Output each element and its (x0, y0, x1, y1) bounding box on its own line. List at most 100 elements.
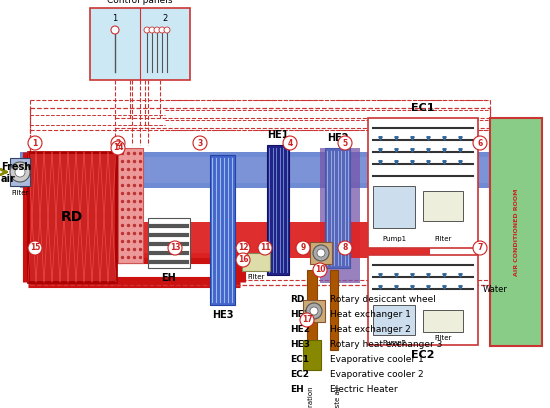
Text: Filter: Filter (12, 190, 29, 196)
Text: Rotary heat exchanger 3: Rotary heat exchanger 3 (330, 340, 442, 349)
Text: Control panels: Control panels (107, 0, 173, 5)
Text: HE2: HE2 (290, 325, 310, 334)
Text: HE3: HE3 (212, 310, 233, 320)
Circle shape (168, 241, 182, 255)
Circle shape (28, 241, 42, 255)
Text: Pump2: Pump2 (382, 340, 406, 346)
Text: 10: 10 (315, 266, 325, 275)
Bar (373, 305, 415, 335)
Bar (28, 152, 116, 282)
Text: 5: 5 (343, 138, 348, 148)
Circle shape (111, 136, 125, 150)
Text: 2: 2 (162, 14, 168, 23)
Bar (210, 155, 235, 305)
Text: 9: 9 (300, 244, 306, 253)
Bar (10, 158, 30, 186)
Circle shape (473, 136, 487, 150)
Bar (490, 118, 542, 346)
Circle shape (159, 27, 165, 33)
Circle shape (338, 136, 352, 150)
Text: 13: 13 (170, 244, 180, 253)
Circle shape (149, 27, 155, 33)
Text: 4: 4 (287, 138, 293, 148)
Text: Rotary desiccant wheel: Rotary desiccant wheel (330, 295, 436, 304)
Bar (423, 191, 463, 221)
Text: Waste air: Waste air (335, 385, 341, 408)
Text: 8: 8 (342, 244, 348, 253)
Text: Fresh
air: Fresh air (1, 162, 31, 184)
Bar (118, 148, 143, 263)
Bar (148, 218, 190, 268)
Circle shape (283, 136, 297, 150)
Circle shape (193, 136, 207, 150)
Text: Water: Water (483, 286, 508, 295)
Text: EC2: EC2 (411, 350, 434, 360)
Text: 6: 6 (477, 138, 483, 148)
Circle shape (236, 241, 250, 255)
Bar (303, 340, 321, 370)
Text: 7: 7 (477, 244, 483, 253)
Circle shape (236, 253, 250, 267)
Bar (303, 300, 325, 322)
Circle shape (28, 136, 42, 150)
Circle shape (296, 241, 310, 255)
Bar (368, 255, 478, 345)
Circle shape (313, 245, 329, 261)
Bar (330, 270, 338, 350)
Circle shape (338, 241, 352, 255)
Circle shape (317, 249, 325, 257)
Text: HE1: HE1 (267, 130, 289, 140)
Text: Filter: Filter (434, 236, 452, 242)
Text: 17: 17 (302, 315, 312, 324)
Bar (267, 145, 289, 275)
Circle shape (111, 26, 119, 34)
Text: 2: 2 (116, 138, 120, 148)
Circle shape (473, 241, 487, 255)
Text: EC1: EC1 (411, 103, 434, 113)
Bar (28, 222, 430, 258)
Text: Pump1: Pump1 (382, 236, 406, 242)
Circle shape (154, 27, 160, 33)
Text: EH: EH (162, 273, 177, 283)
Text: HE2: HE2 (327, 133, 348, 143)
Bar (25, 157, 495, 183)
Circle shape (306, 303, 322, 319)
Text: 3: 3 (197, 138, 202, 148)
Text: 16: 16 (238, 255, 248, 264)
Text: RD: RD (61, 210, 83, 224)
Text: Regeneration
air: Regeneration air (307, 385, 320, 408)
Circle shape (15, 167, 25, 177)
Text: RD: RD (290, 295, 304, 304)
Bar (310, 242, 332, 264)
Text: 1: 1 (112, 14, 118, 23)
Circle shape (164, 27, 170, 33)
Circle shape (310, 307, 318, 315)
Bar (325, 148, 350, 268)
Text: 1: 1 (32, 138, 37, 148)
Bar (20, 152, 500, 188)
Text: Electric Heater: Electric Heater (330, 385, 398, 394)
Text: HE1: HE1 (290, 310, 310, 319)
Bar (90, 8, 190, 80)
Circle shape (313, 263, 327, 277)
Bar (423, 310, 463, 332)
Bar (373, 186, 415, 228)
Text: 14: 14 (113, 144, 123, 153)
Text: EC1: EC1 (290, 355, 309, 364)
Text: 11: 11 (260, 244, 270, 253)
Text: Filter: Filter (248, 274, 265, 280)
Text: AIR CONDITIONED ROOM: AIR CONDITIONED ROOM (514, 188, 519, 276)
Bar (368, 118, 478, 248)
Bar (307, 270, 317, 350)
Circle shape (10, 162, 30, 182)
Text: Heat exchanger 2: Heat exchanger 2 (330, 325, 411, 334)
Text: Evaporative cooler 1: Evaporative cooler 1 (330, 355, 424, 364)
Text: 15: 15 (30, 244, 40, 253)
Text: Evaporative cooler 2: Evaporative cooler 2 (330, 370, 424, 379)
Circle shape (258, 241, 272, 255)
Text: 12: 12 (238, 244, 248, 253)
Text: Filter: Filter (434, 335, 452, 341)
Text: EH: EH (290, 385, 304, 394)
Circle shape (300, 313, 314, 327)
Text: HE3: HE3 (290, 340, 310, 349)
